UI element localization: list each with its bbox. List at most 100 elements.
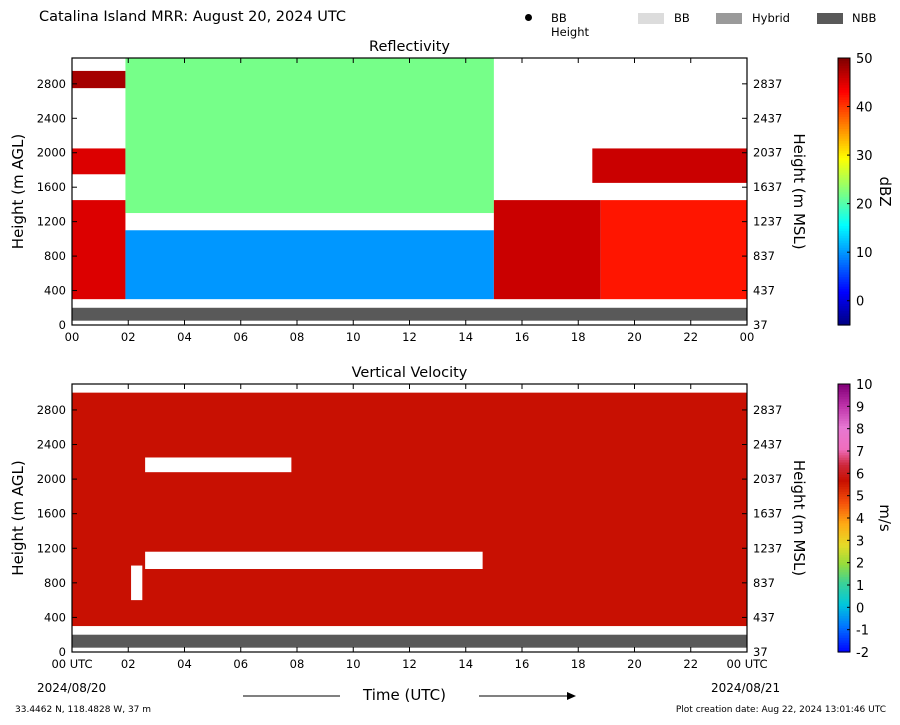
legend-label: BB Height — [551, 11, 590, 39]
colorbar-cell — [838, 603, 850, 607]
colorbar-cell — [838, 432, 850, 436]
colorbar-cell — [838, 240, 850, 244]
y-tick-label-right: 437 — [753, 284, 775, 298]
nbb-swatch-icon — [817, 13, 843, 24]
colorbar-cell — [838, 79, 850, 83]
colorbar-cell — [838, 291, 850, 295]
colorbar-cell — [838, 213, 850, 217]
colorbar-cell — [838, 615, 850, 619]
colorbar-cell — [838, 583, 850, 587]
legend-label: NBB — [852, 11, 877, 25]
y-tick-label-right: 837 — [753, 576, 775, 590]
colorbar-tick-label: 4 — [856, 512, 864, 527]
colorbar-tick-label: 2 — [856, 557, 864, 572]
colorbar-cell — [838, 89, 850, 93]
colorbar-cell — [838, 479, 850, 483]
colorbar-cell — [838, 430, 850, 434]
x-tick-label: 18 — [571, 657, 586, 671]
panel-title: Reflectivity — [369, 39, 450, 55]
colorbar-cell — [838, 286, 850, 290]
colorbar-cell — [838, 561, 850, 565]
colorbar-cell — [838, 123, 850, 127]
colorbar-cell — [838, 576, 850, 580]
colorbar-cell — [838, 62, 850, 66]
y-tick-label-left: 0 — [59, 645, 66, 659]
colorbar-cell — [838, 505, 850, 509]
colorbar-cell — [838, 598, 850, 602]
colorbar-cell — [838, 388, 850, 392]
colorbar-cell — [838, 176, 850, 180]
colorbar-cell — [838, 210, 850, 214]
colorbar-tick-label: 50 — [856, 52, 873, 67]
colorbar-cell — [838, 113, 850, 117]
colorbar-cell — [838, 130, 850, 134]
colorbar-cell — [838, 408, 850, 412]
colorbar-cell — [838, 491, 850, 495]
colorbar-cell — [838, 264, 850, 268]
x-tick-label: 06 — [233, 657, 248, 671]
colorbar-frame — [837, 57, 851, 326]
y-tick-label-right: 2837 — [753, 77, 782, 91]
colorbar-cell — [838, 644, 850, 648]
colorbar-cell — [838, 401, 850, 405]
colorbar-tick-label: 6 — [856, 467, 864, 482]
colorbar-cell — [838, 159, 850, 163]
x-tick-label: 02 — [121, 330, 136, 344]
colorbar-cell — [838, 191, 850, 195]
colorbar-cell — [838, 87, 850, 91]
y-tick-label-left: 400 — [44, 610, 66, 624]
colorbar-cell — [838, 617, 850, 621]
colorbar-cell — [838, 145, 850, 149]
colorbar-cell — [838, 150, 850, 154]
colorbar-cell — [838, 261, 850, 265]
colorbar-cell — [838, 405, 850, 409]
colorbar-cell — [838, 420, 850, 424]
colorbar-cell — [838, 398, 850, 402]
colorbar-cell — [838, 613, 850, 617]
colorbar-cell — [838, 486, 850, 490]
legend-label: Hybrid — [752, 11, 790, 25]
hybrid-swatch-icon — [716, 13, 742, 24]
y-tick-label-right: 2437 — [753, 111, 782, 125]
y-tick-label-left: 800 — [44, 576, 66, 590]
colorbar-label: m/s — [876, 504, 894, 532]
colorbar-cell — [838, 474, 850, 478]
colorbar-cell — [838, 427, 850, 431]
colorbar-cell — [838, 539, 850, 543]
x-tick-label: 16 — [515, 330, 530, 344]
time-axis-label: Time (UTC) — [363, 686, 446, 704]
colorbar-cell — [838, 206, 850, 210]
y-tick-label-left: 2000 — [37, 472, 66, 486]
colorbar-cell — [838, 542, 850, 546]
x-tick-label: 06 — [233, 330, 248, 344]
colorbar-cell — [838, 503, 850, 507]
colorbar-label: dBZ — [876, 176, 894, 206]
colorbar-cell — [838, 393, 850, 397]
colorbar-cell — [838, 125, 850, 129]
colorbar-cell — [838, 295, 850, 299]
colorbar-cell — [838, 647, 850, 651]
colorbar-cell — [838, 271, 850, 275]
colorbar-cell — [838, 300, 850, 304]
colorbar-cell — [838, 481, 850, 485]
colorbar-cell — [838, 457, 850, 461]
colorbar-cell — [838, 447, 850, 451]
colorbar-cell — [838, 227, 850, 231]
colorbar-cell — [838, 174, 850, 178]
colorbar-cell — [838, 476, 850, 480]
colorbar-cell — [838, 303, 850, 307]
colorbar-cell — [838, 274, 850, 278]
colorbar-cell — [838, 77, 850, 81]
colorbar-cell — [838, 172, 850, 176]
colorbar-cell — [838, 564, 850, 568]
x-tick-label: 04 — [177, 657, 192, 671]
station-coords: 33.4462 N, 118.4828 W, 37 m — [15, 705, 152, 715]
colorbar-cell — [838, 133, 850, 137]
colorbar-cell — [838, 249, 850, 253]
colorbar-cell — [838, 237, 850, 241]
colorbar-cell — [838, 535, 850, 539]
colorbar-cell — [838, 99, 850, 103]
x-tick-label: 12 — [402, 657, 417, 671]
colorbar-cell — [838, 442, 850, 446]
colorbar-cell — [838, 522, 850, 526]
